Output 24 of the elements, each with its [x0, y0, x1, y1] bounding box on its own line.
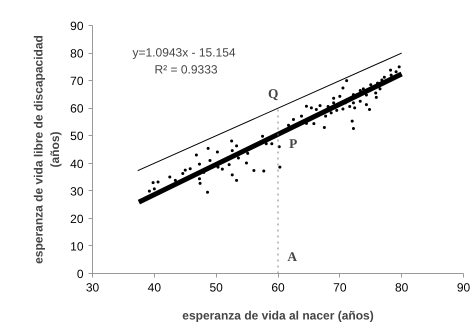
annotation: y=1.0943x - 15.154	[132, 46, 236, 60]
x-tick-label: 30	[86, 280, 100, 294]
y-tick-label: 30	[70, 184, 84, 198]
x-tick-label: 80	[394, 280, 409, 294]
y-tick-label: 20	[70, 212, 84, 226]
y-tick-label: 70	[70, 74, 84, 88]
y-tick-label: 60	[70, 102, 84, 116]
x-tick-label: 70	[333, 280, 347, 294]
x-tick-label: 90	[456, 280, 470, 294]
y-tick-label: 50	[70, 129, 84, 144]
y-tick-label: 40	[70, 156, 84, 171]
x-tick-label: 50	[209, 280, 224, 294]
x-tick-label: 40	[148, 280, 162, 294]
annotation: R² = 0.9333	[154, 62, 218, 76]
y-tick-label: 10	[70, 239, 84, 254]
y-tick-label: 80	[70, 46, 84, 61]
y-tick-label: 0	[76, 267, 84, 281]
x-axis-title: esperanza de vida al nacer (años)	[182, 308, 374, 322]
annotation: P	[289, 136, 298, 151]
x-tick-label: 60	[271, 280, 285, 294]
y-tick-label: 90	[70, 19, 84, 33]
annotation: A	[287, 249, 298, 264]
annotation: Q	[268, 86, 278, 101]
y-axis-title: esperanza de vida libre de discapacidad (años)	[31, 35, 62, 264]
